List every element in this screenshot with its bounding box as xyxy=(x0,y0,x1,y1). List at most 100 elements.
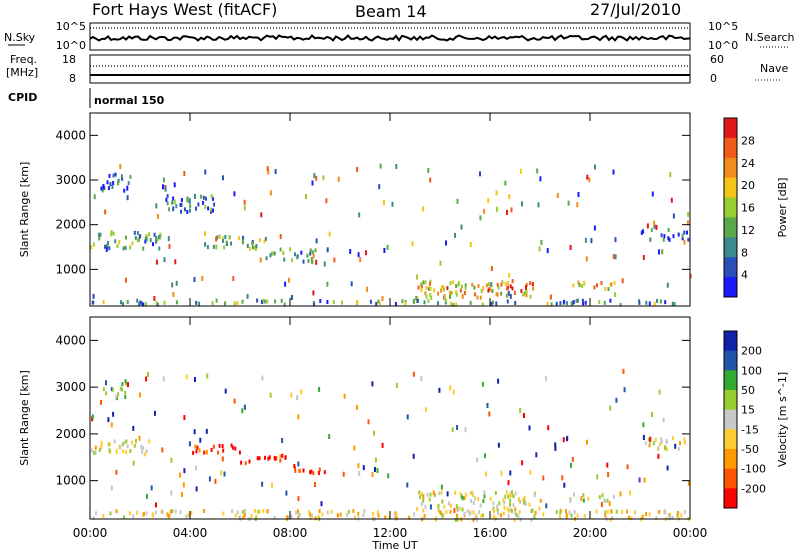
y-tick-label: 2000 xyxy=(55,427,86,441)
data-cell xyxy=(313,302,316,307)
data-cell xyxy=(312,253,315,259)
time-axis: 00:00 04:00 08:00 12:00 16:00 20:00 00:00 xyxy=(73,526,708,540)
data-cell xyxy=(357,252,360,258)
data-cell xyxy=(546,301,549,306)
data-cell xyxy=(281,438,284,443)
data-cell xyxy=(315,238,318,244)
data-cell xyxy=(612,169,615,175)
data-cell xyxy=(515,512,518,517)
data-cell xyxy=(480,513,483,518)
data-cell xyxy=(506,209,508,215)
data-cell xyxy=(511,509,513,514)
data-cell xyxy=(145,236,148,242)
data-cell xyxy=(317,514,320,519)
scatter-blob xyxy=(91,438,151,457)
data-cell xyxy=(642,255,645,260)
data-cell xyxy=(476,295,479,300)
data-cell xyxy=(274,456,277,461)
data-cell xyxy=(469,242,472,248)
data-cell xyxy=(502,511,505,516)
noise-left-tick-top: 10^5 xyxy=(56,20,86,33)
data-cell xyxy=(432,490,435,496)
data-cell xyxy=(561,475,564,481)
data-cell xyxy=(562,437,565,443)
data-cell xyxy=(418,490,421,495)
data-cell xyxy=(220,470,223,476)
data-cell xyxy=(100,186,103,191)
data-cell xyxy=(145,301,148,306)
data-cell xyxy=(420,502,423,506)
data-cell xyxy=(429,279,432,284)
data-cell xyxy=(474,292,477,297)
data-cell xyxy=(148,232,151,237)
scatter-blob xyxy=(204,234,267,251)
data-cell xyxy=(524,501,527,506)
data-cell xyxy=(133,230,136,235)
data-cell xyxy=(455,292,458,297)
data-cell xyxy=(148,439,151,444)
data-cell xyxy=(140,301,143,306)
data-cell xyxy=(136,298,139,303)
data-cell xyxy=(136,231,139,235)
data-cell xyxy=(274,169,277,175)
freq-label-top: Freq. xyxy=(10,53,37,66)
data-cell xyxy=(234,513,237,518)
data-cell xyxy=(98,236,101,241)
data-cell xyxy=(422,206,424,212)
y-tick-label: 3000 xyxy=(55,380,86,394)
data-cell xyxy=(387,473,390,479)
data-cell xyxy=(466,509,469,514)
data-cell xyxy=(326,281,329,287)
data-cell xyxy=(472,517,475,522)
data-cell xyxy=(356,300,359,304)
colorbar-tick-label: -50 xyxy=(741,443,759,456)
data-cell xyxy=(514,507,517,512)
data-cell xyxy=(294,252,296,257)
data-cell xyxy=(507,281,510,285)
data-cell xyxy=(153,296,156,301)
data-cell xyxy=(594,164,596,170)
data-cell xyxy=(215,236,218,242)
data-cell xyxy=(170,490,173,496)
data-cell xyxy=(233,301,236,306)
data-cell xyxy=(607,287,610,292)
data-cell xyxy=(662,237,665,242)
data-cell xyxy=(205,449,208,455)
data-cell xyxy=(246,244,249,248)
data-cell xyxy=(294,466,296,471)
data-cell xyxy=(121,302,124,306)
data-cell xyxy=(614,237,617,243)
data-cell xyxy=(484,453,486,459)
data-cell xyxy=(261,299,264,304)
data-cell xyxy=(366,286,369,292)
data-cell xyxy=(531,282,534,287)
data-cell xyxy=(614,254,617,260)
data-cell xyxy=(234,446,237,451)
data-cell xyxy=(677,232,680,237)
data-cell xyxy=(383,248,386,253)
data-cell xyxy=(460,224,463,230)
data-cell xyxy=(102,514,105,519)
data-cell xyxy=(568,510,571,515)
data-cell xyxy=(168,244,171,249)
data-cell xyxy=(155,502,157,508)
data-cell xyxy=(134,235,137,240)
data-cell xyxy=(576,513,579,518)
data-cell xyxy=(183,207,186,212)
data-cell xyxy=(463,291,466,295)
data-cell xyxy=(412,371,415,377)
data-cell xyxy=(306,253,309,258)
data-cell xyxy=(105,380,107,386)
data-cell xyxy=(124,277,127,283)
data-cell xyxy=(93,451,96,455)
data-cell xyxy=(664,300,667,305)
data-cell xyxy=(218,443,221,448)
data-cell xyxy=(609,517,612,522)
data-cell xyxy=(172,196,175,201)
data-cell xyxy=(129,449,132,453)
data-cell xyxy=(152,242,154,247)
data-cell xyxy=(596,283,598,288)
data-cell xyxy=(138,435,141,441)
data-cell xyxy=(118,239,121,244)
data-cell xyxy=(91,448,94,453)
